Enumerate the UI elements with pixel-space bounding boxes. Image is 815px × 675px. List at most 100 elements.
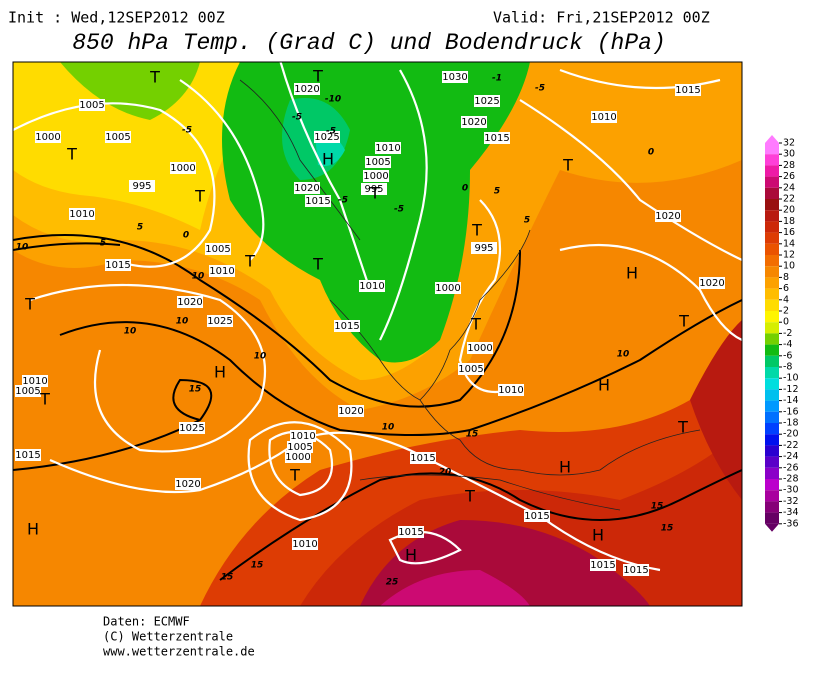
isobar-label-bg <box>623 564 649 576</box>
isobar-label-bg <box>15 385 41 397</box>
pressure-center: H <box>592 526 604 545</box>
colorbar-swatch <box>765 243 779 255</box>
isobar-label-bg <box>292 538 318 550</box>
colorbar-swatch <box>765 311 779 323</box>
colorbar-label: -8 <box>783 362 792 373</box>
isotherm-label: -10 <box>325 95 341 105</box>
isobar-label: 1030 <box>442 72 467 83</box>
colorbar-label: 30 <box>783 149 795 160</box>
colorbar-label: -4 <box>783 339 792 350</box>
isobar-label-bg <box>290 430 316 442</box>
colorbar-label: 14 <box>783 238 795 249</box>
colorbar-swatch <box>765 221 779 233</box>
pressure-center: H <box>322 150 334 169</box>
isobar-label-bg <box>474 95 500 107</box>
isobar-label: 1015 <box>105 260 130 271</box>
colorbar-swatch <box>765 501 779 513</box>
colorbar-swatch <box>765 288 779 300</box>
isobar-label: 1025 <box>179 423 204 434</box>
isobar-label-bg <box>590 559 616 571</box>
pressure-center: T <box>562 156 573 175</box>
pressure-center: T <box>464 487 475 506</box>
isobar-label-bg <box>22 375 48 387</box>
colorbar-label: -14 <box>783 395 799 406</box>
isotherm-label: 5 <box>137 223 143 233</box>
colorbar-swatch <box>765 445 779 457</box>
colorbar-swatch <box>765 143 779 155</box>
isobar-label-bg <box>35 131 61 143</box>
isotherm-label: 5 <box>494 187 500 197</box>
pressure-center: T <box>677 418 688 437</box>
colorbar-swatch <box>765 255 779 267</box>
footer-line: www.wetterzentrale.de <box>103 645 255 659</box>
colorbar-swatch <box>765 165 779 177</box>
isobar-label: 1010 <box>22 376 47 387</box>
pressure-center: T <box>678 312 689 331</box>
colorbar-swatch <box>765 232 779 244</box>
isotherm-label: 15 <box>466 430 479 440</box>
colorbar-swatch <box>765 512 779 524</box>
colorbar-label: 22 <box>783 194 795 205</box>
isotherm-label: 10 <box>617 350 630 360</box>
colorbar-swatch <box>765 411 779 423</box>
colorbar-label: 18 <box>783 216 795 227</box>
isobar-label: 995 <box>132 181 151 192</box>
colorbar-swatch <box>765 154 779 166</box>
colorbar-label: -22 <box>783 440 799 451</box>
isobar-label: 1000 <box>467 343 492 354</box>
pressure-center: T <box>244 252 255 271</box>
isobar-label: 1015 <box>410 453 435 464</box>
isobar-label: 1010 <box>498 385 523 396</box>
isobar-label-bg <box>294 83 320 95</box>
colorbar-label: 12 <box>783 250 795 261</box>
isobar-label: 1015 <box>484 133 509 144</box>
isobar-label: 1025 <box>474 96 499 107</box>
isobar-label-bg <box>314 131 340 143</box>
isobar-label-bg <box>398 526 424 538</box>
colorbar-swatch <box>765 456 779 468</box>
isotherm-label: -5 <box>182 126 192 136</box>
isotherm-label: 15 <box>651 502 664 512</box>
isobar-label: 1000 <box>285 452 310 463</box>
isobar-label-bg <box>294 182 320 194</box>
isobar-label-bg <box>655 210 681 222</box>
pressure-center: T <box>312 67 323 86</box>
isobar-label-bg <box>524 510 550 522</box>
colorbar-label: 16 <box>783 227 795 238</box>
isobar-label: 1015 <box>623 565 648 576</box>
isobar-label: 1000 <box>170 163 195 174</box>
isobar-label-bg <box>410 452 436 464</box>
isobar-label: 1015 <box>398 527 423 538</box>
isobar-label-bg <box>79 99 105 111</box>
isotherm-label: 5 <box>524 216 530 226</box>
colorbar-label: 20 <box>783 205 795 216</box>
colorbar-label: -34 <box>783 507 799 518</box>
isotherm-label: -5 <box>292 113 302 123</box>
isobar-label: 1005 <box>205 244 230 255</box>
colorbar-swatch <box>765 367 779 379</box>
isobar-label: 1020 <box>294 183 319 194</box>
isobar-label: 1010 <box>375 143 400 154</box>
colorbar-swatch <box>765 490 779 502</box>
colorbar-label: -16 <box>783 406 799 417</box>
isobar-label: 1015 <box>305 196 330 207</box>
colorbar-label: 26 <box>783 171 795 182</box>
isobar-label-bg <box>591 111 617 123</box>
isobar-label-bg <box>305 195 331 207</box>
isobar-label: 1000 <box>35 132 60 143</box>
colorbar-label: -2 <box>783 328 792 339</box>
isobar-label-bg <box>205 243 231 255</box>
pressure-center: T <box>369 184 380 203</box>
colorbar-swatch <box>765 344 779 356</box>
isobar-label: 1020 <box>461 117 486 128</box>
pressure-center: H <box>598 376 610 395</box>
isobar-label-bg <box>458 363 484 375</box>
isotherm-label: 10 <box>382 423 395 433</box>
isotherm-label: 15 <box>251 561 264 571</box>
colorbar-label: -28 <box>783 474 799 485</box>
isobar-label-bg <box>105 131 131 143</box>
isotherm-label: 0 <box>183 231 189 241</box>
pressure-center: T <box>194 187 205 206</box>
init-time: Init : Wed,12SEP2012 00Z <box>8 9 225 27</box>
